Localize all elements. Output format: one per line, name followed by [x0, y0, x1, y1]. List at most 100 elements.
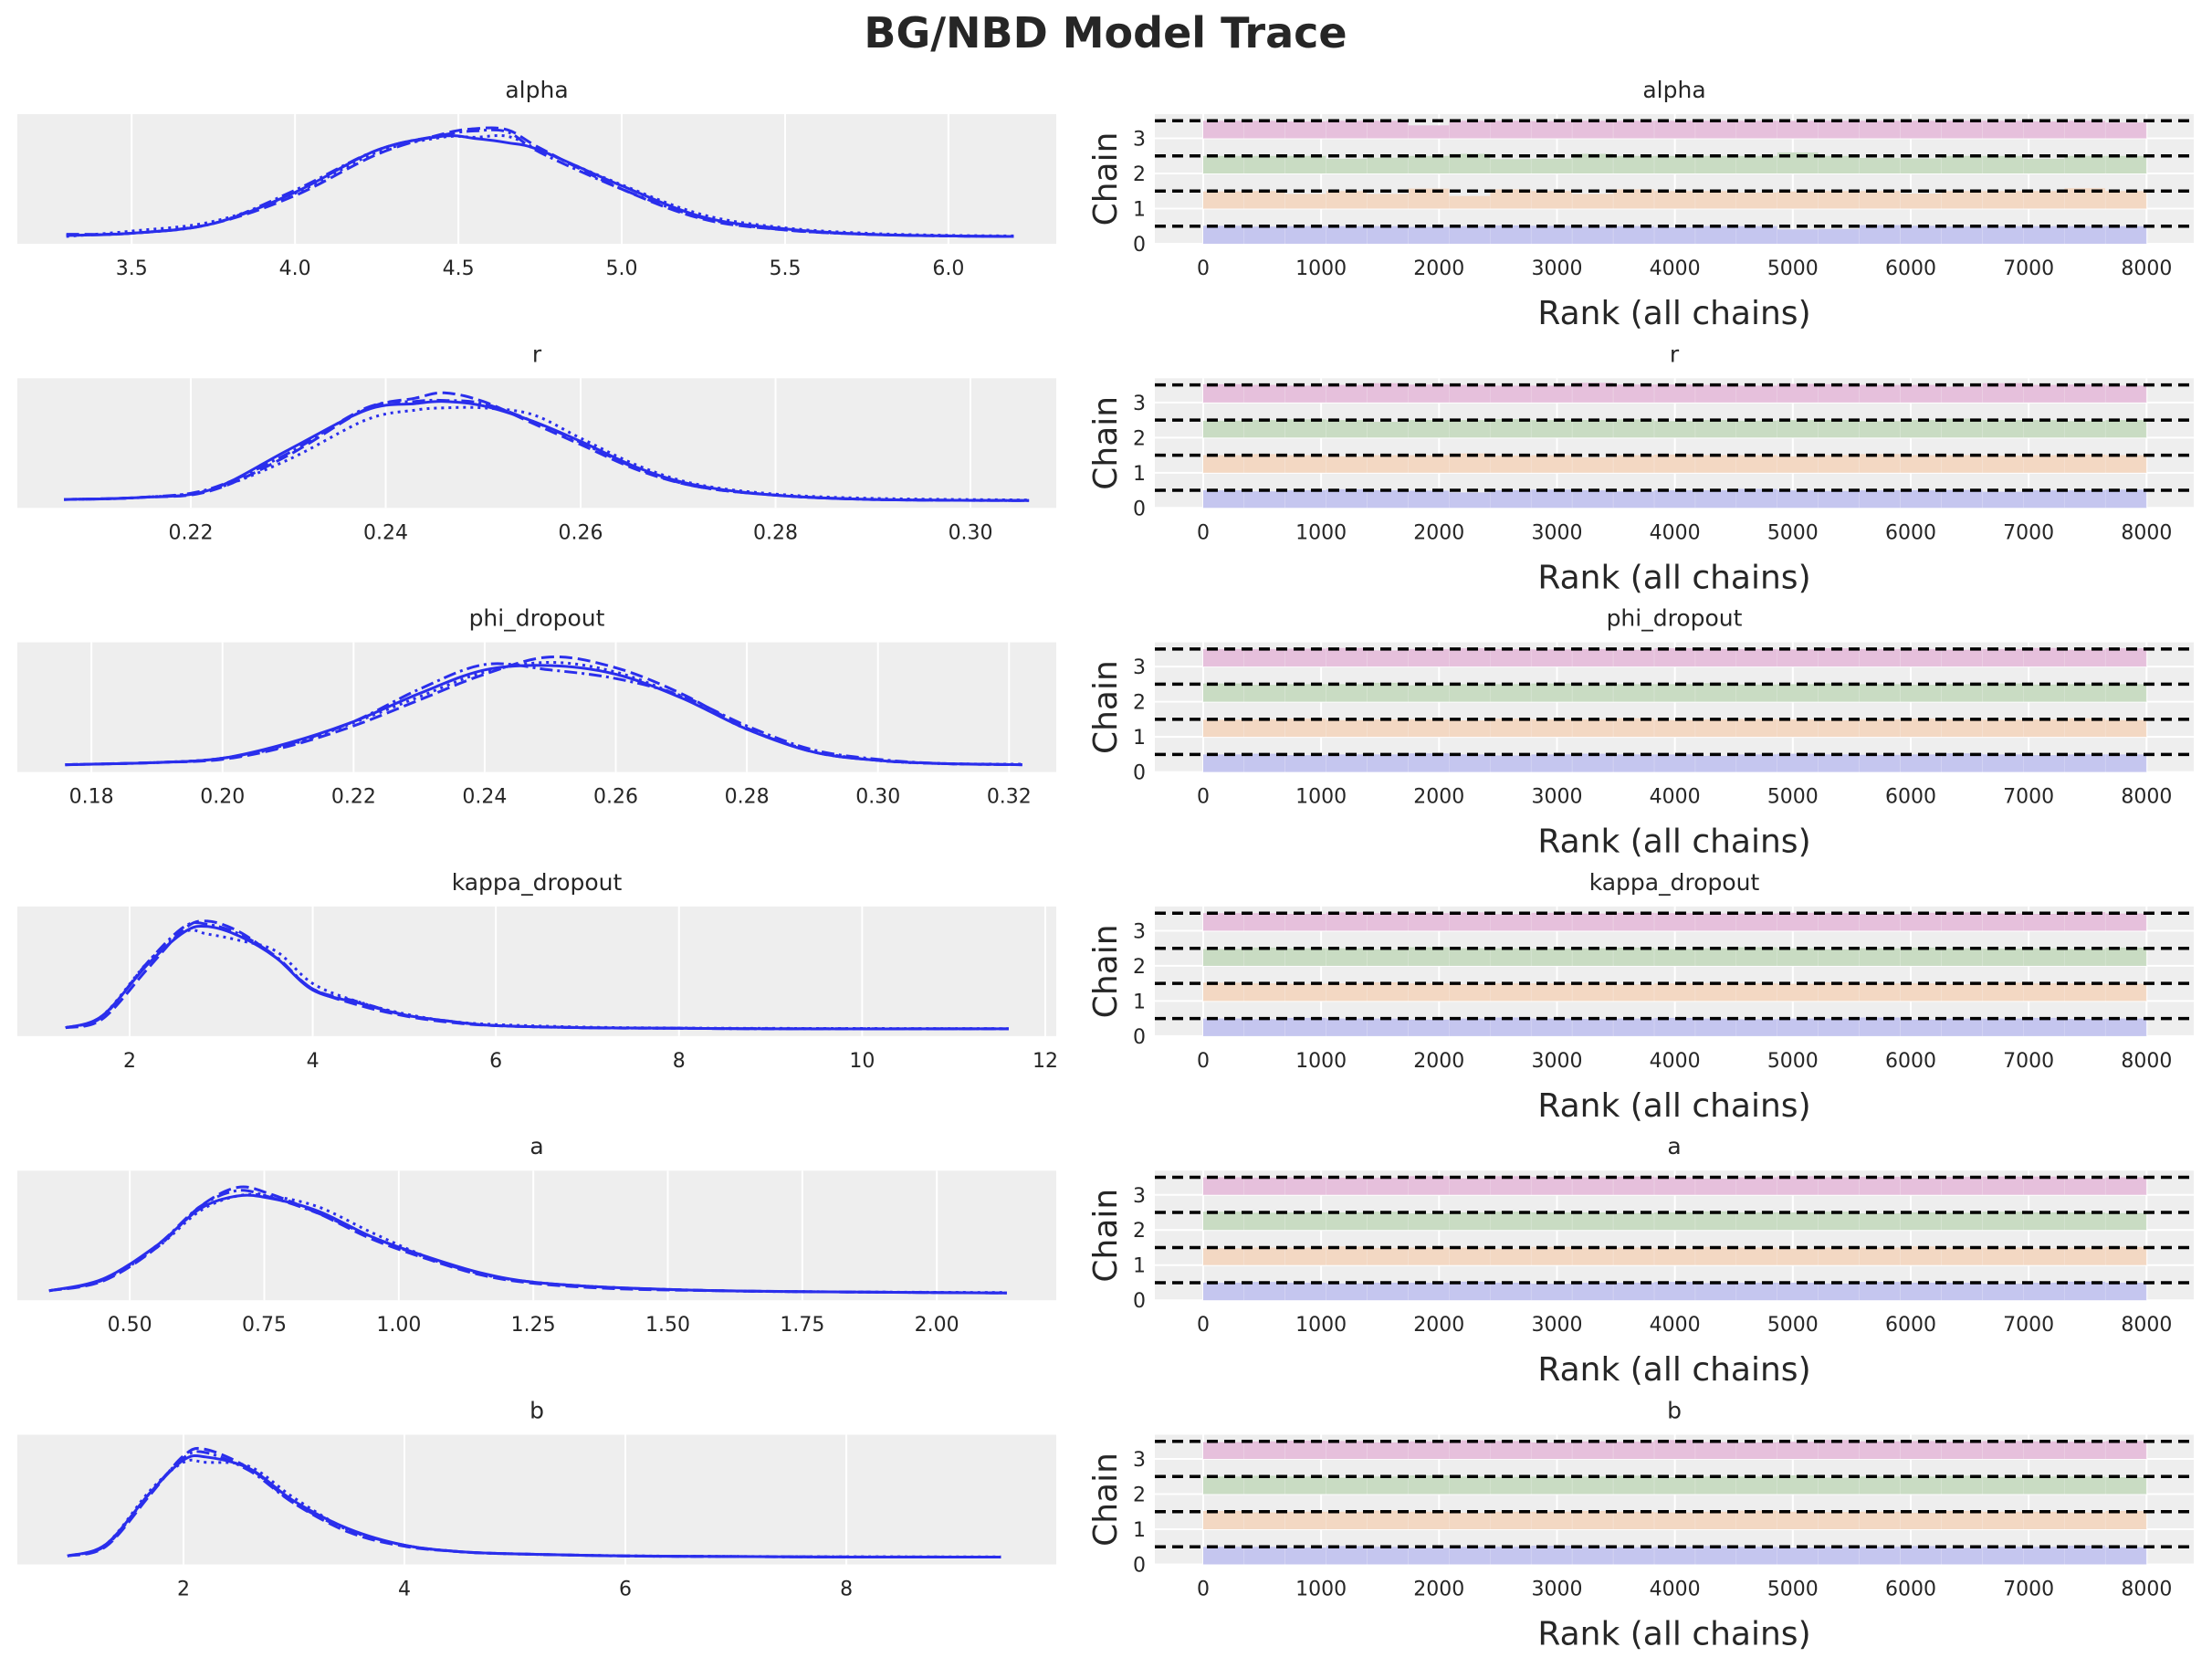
rank-bar-chain-3 — [1654, 648, 1696, 667]
x-tick-label: 5000 — [1767, 1314, 1819, 1337]
rank-bar-chain-1 — [1202, 1511, 1244, 1530]
rank-bar-chain-0 — [1572, 226, 1614, 244]
rank-bar-chain-1 — [1736, 1247, 1777, 1265]
x-tick-label: 1000 — [1295, 1314, 1347, 1337]
rank-plot-r: r 0 1000 2000 3000 4000 5000 6000 7000 8000 0 1 2 3 Ra… — [1087, 341, 2194, 596]
rank-bar-chain-3 — [1818, 913, 1860, 931]
rank-bar-chain-1 — [1736, 1510, 1777, 1530]
rank-bar-chain-0 — [1284, 490, 1326, 509]
rank-bar-chain-3 — [1367, 1177, 1409, 1195]
rank-bar-chain-2 — [1941, 418, 1983, 438]
y-tick-label: 1 — [1133, 727, 1146, 750]
x-tick-label: 7000 — [2003, 1579, 2054, 1601]
rank-bar-chain-3 — [1736, 1442, 1777, 1460]
x-tick-label: 3.5 — [116, 257, 148, 280]
rank-bar-chain-0 — [1243, 1019, 1285, 1036]
x-tick-label: 1000 — [1295, 1050, 1347, 1073]
y-axis-label: Chain — [1087, 660, 1125, 754]
x-tick-label: 2000 — [1413, 1314, 1464, 1337]
rank-bar-chain-1 — [1613, 189, 1655, 209]
rank-bar-chain-1 — [1202, 719, 1244, 738]
rank-bar-chain-0 — [1941, 226, 1983, 244]
rank-bar-chain-3 — [1859, 384, 1901, 403]
rank-bar-chain-2 — [2105, 420, 2147, 438]
rank-bar-chain-3 — [2105, 1177, 2147, 1195]
x-tick-label: 0.28 — [753, 521, 798, 544]
rank-bar-chain-3 — [1777, 649, 1819, 667]
rank-bar-chain-3 — [1859, 121, 1901, 139]
rank-bar-chain-2 — [1613, 155, 1655, 174]
rank-bar-chain-2 — [2105, 1212, 2147, 1231]
x-tick-label: 1.75 — [780, 1314, 824, 1337]
rank-bar-chain-2 — [1695, 420, 1737, 438]
x-tick-label: 0 — [1197, 521, 1210, 544]
rank-bar-chain-3 — [2064, 1178, 2106, 1195]
rank-bar-chain-0 — [1326, 226, 1368, 244]
rank-bar-chain-0 — [1695, 226, 1737, 244]
rank-bar-chain-0 — [1449, 1281, 1491, 1301]
rank-bar-chain-2 — [1202, 420, 1244, 438]
rank-bar-chain-2 — [2064, 1212, 2106, 1231]
rank-bar-chain-0 — [1736, 1019, 1777, 1036]
rank-bar-chain-0 — [1941, 753, 1983, 772]
rank-bar-chain-1 — [1490, 1248, 1532, 1265]
rank-bar-chain-0 — [1859, 1547, 1901, 1565]
rank-bar-chain-1 — [1736, 192, 1777, 209]
rank-bar-chain-1 — [1243, 1512, 1285, 1530]
rank-bar-chain-3 — [1572, 121, 1614, 139]
rank-bar-chain-0 — [1613, 226, 1655, 244]
rank-bar-chain-3 — [1572, 913, 1614, 931]
rank-bar-chain-1 — [1326, 191, 1368, 209]
x-tick-label: 8000 — [2121, 521, 2172, 544]
rank-bar-chain-2 — [1408, 947, 1450, 966]
density-plot-alpha: alpha 3.5 4.0 4.5 5.0 5.5 6.0 — [17, 77, 1056, 280]
rank-bar-chain-2 — [1818, 155, 1860, 174]
x-tick-label: 8000 — [2121, 257, 2172, 280]
rank-bar-chain-2 — [1367, 422, 1409, 438]
rank-bar-chain-1 — [1408, 719, 1450, 738]
x-tick-label: 2000 — [1413, 1579, 1464, 1601]
y-tick-label: 2 — [1133, 427, 1146, 450]
rank-bar-chain-0 — [2064, 226, 2106, 244]
rank-bar-chain-1 — [1818, 1512, 1860, 1530]
rank-bar-chain-1 — [1695, 191, 1737, 209]
x-tick-label: 0.20 — [200, 786, 245, 809]
x-tick-label: 3000 — [1531, 786, 1582, 809]
rank-bar-chain-2 — [1777, 1212, 1819, 1231]
rank-bar-chain-2 — [1572, 1476, 1614, 1495]
rank-bar-chain-3 — [1736, 121, 1777, 139]
rank-bar-chain-3 — [1243, 121, 1285, 139]
rank-bar-chain-2 — [1326, 684, 1368, 702]
subplot-title: alpha — [505, 77, 568, 103]
rank-bar-chain-2 — [1531, 1212, 1573, 1231]
rank-bar-chain-0 — [1367, 226, 1409, 244]
x-tick-label: 4 — [398, 1579, 411, 1601]
rank-bar-chain-2 — [1531, 1476, 1573, 1495]
x-tick-label: 2.00 — [915, 1314, 959, 1337]
rank-plot-b: b 0 1000 2000 3000 4000 5000 6000 7000 8000 0 1 2 3 Ra… — [1087, 1398, 2194, 1653]
y-axis-label: Chain — [1087, 132, 1125, 226]
rank-bar-chain-0 — [2023, 755, 2065, 772]
rank-bar-chain-0 — [1202, 1547, 1244, 1565]
x-tick-label: 1.50 — [645, 1314, 690, 1337]
rank-bar-chain-3 — [1900, 384, 1942, 403]
x-tick-label: 5.5 — [769, 257, 801, 280]
rank-bar-chain-1 — [1326, 1511, 1368, 1530]
x-tick-label: 4 — [307, 1050, 320, 1073]
rank-bar-chain-3 — [2023, 1176, 2065, 1195]
x-tick-label: 0.26 — [559, 521, 603, 544]
rank-bar-chain-2 — [1654, 1212, 1696, 1231]
rank-bar-chain-3 — [1982, 1176, 2024, 1195]
rank-bar-chain-1 — [1572, 194, 1614, 209]
rank-bar-chain-0 — [1326, 754, 1368, 772]
x-tick-label: 0 — [1197, 1579, 1210, 1601]
x-tick-label: 5.0 — [606, 257, 638, 280]
rank-plot-a: a 0 1000 2000 3000 4000 5000 6000 7000 8000 0 1 2 3 Ra… — [1087, 1133, 2194, 1389]
plot-area — [17, 114, 1056, 244]
rank-bar-chain-2 — [1449, 1476, 1491, 1495]
x-tick-label: 7000 — [2003, 1314, 2054, 1337]
rank-bar-chain-3 — [1695, 648, 1737, 667]
x-tick-label: 6000 — [1885, 1050, 1936, 1073]
rank-bar-chain-0 — [1243, 753, 1285, 772]
rank-bar-chain-1 — [1490, 455, 1532, 473]
